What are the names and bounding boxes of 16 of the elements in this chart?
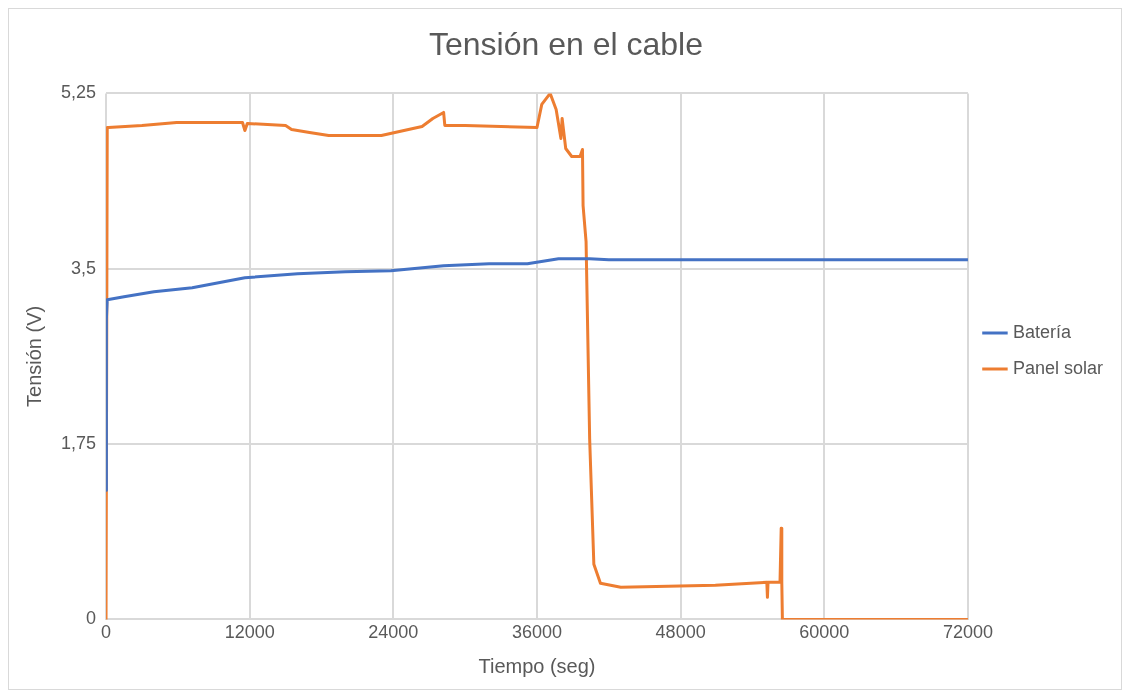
x-tick-label: 72000 — [942, 622, 993, 643]
x-tick-label: 48000 — [655, 622, 706, 643]
x-tick-label: 24000 — [368, 622, 419, 643]
x-axis-title: Tiempo (seg) — [478, 654, 596, 677]
x-tick-label: 12000 — [224, 622, 275, 643]
legend-label: Panel solar — [1012, 357, 1104, 378]
x-tick-label: 36000 — [511, 622, 563, 643]
y-tick-label: 0 — [86, 608, 97, 629]
x-tick-label: 0 — [101, 622, 112, 643]
x-tick-label: 60000 — [799, 622, 850, 643]
y-tick-label: 3,5 — [71, 257, 97, 278]
y-tick-label: 5,25 — [60, 82, 97, 103]
chart-title: Tensión en el cable — [429, 26, 703, 63]
y-axis-title: Tensión (V) — [22, 305, 45, 407]
legend-label: Batería — [1012, 321, 1072, 342]
y-tick-label: 1,75 — [60, 433, 97, 454]
